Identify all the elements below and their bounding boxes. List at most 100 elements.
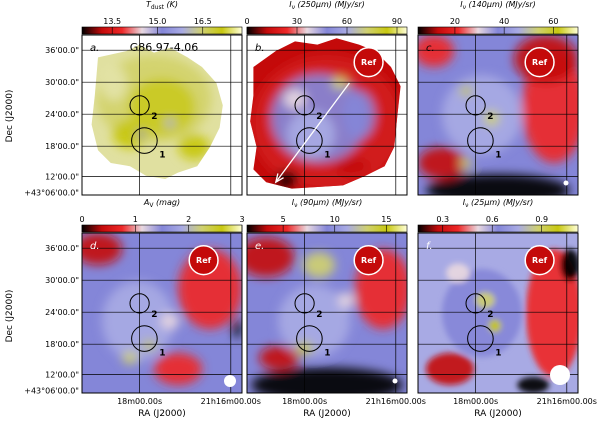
clump-circle (129, 95, 150, 116)
colorbar-tick-label: 3 (239, 215, 244, 224)
emission-structure (418, 35, 578, 195)
ra-tick-label: 21h16m00.00s (366, 397, 426, 406)
dec-tick-label: 18'00.0" (45, 142, 79, 151)
colorbar-title: Iν (25μm) (MJy/sr) (463, 198, 534, 209)
clump-circle (131, 325, 158, 352)
panel-2: b. 2 1 Ref 0 30 60 90 Iν (250μm) (MJy/sr) (244, 0, 408, 196)
beam-marker (224, 375, 236, 387)
emission-blob (426, 174, 570, 195)
colorbar-tick-label: 0.9 (535, 215, 548, 224)
map-image (82, 35, 242, 195)
colorbar-tick-label: 15 (381, 215, 391, 224)
emission-blob (142, 340, 156, 350)
colorbar-tick-label: 5 (281, 215, 286, 224)
emission-blob (278, 285, 351, 357)
colorbar-tick-label: 40 (499, 17, 509, 26)
emission-blob (560, 249, 578, 281)
clump-label: 2 (487, 310, 493, 320)
emission-blob (259, 345, 299, 370)
emission-blob (303, 252, 335, 278)
emission-blob (283, 89, 307, 109)
emission-blob (343, 91, 375, 139)
colorbar-tick-label: 20 (450, 17, 460, 26)
ra-tick-label: 21h16m00.00s (537, 397, 597, 406)
emission-structure (251, 55, 401, 189)
clump-circle (294, 293, 315, 314)
ref-label: Ref (361, 256, 377, 265)
ra-tick-label: 18m00.00s (453, 397, 498, 406)
clump-circle (294, 95, 315, 116)
clump-label: 2 (487, 112, 493, 122)
emission-blob (247, 237, 295, 277)
map-image (247, 233, 407, 393)
emission-blob (112, 119, 148, 149)
colorbar (81, 26, 243, 35)
dec-tick-label: 24'00.0" (45, 110, 79, 119)
ra-tick-label: 18m00.00s (282, 397, 327, 406)
colorbar-tick-label: 2 (186, 215, 191, 224)
colorbar-tick-label: 1 (133, 215, 138, 224)
map-coverage (250, 38, 401, 189)
dec-tick-label: 30'00.0" (45, 276, 79, 285)
emission-blob (233, 319, 242, 339)
emission-blob (442, 75, 522, 155)
emission-blob (154, 353, 202, 385)
colorbar-tick-label: 0 (79, 215, 84, 224)
panel-4: d. 2 1 Ref 0 1 2 3 AV (mag) 36'00.0" 30'00.0" 24'00… (24, 198, 261, 419)
emission-blob (160, 313, 180, 329)
colorbar-tick-label: 0.6 (486, 215, 499, 224)
panel-label: a. (90, 43, 99, 54)
panel-frame (417, 34, 579, 196)
colorbar (246, 224, 408, 233)
emission-blob (251, 367, 403, 393)
arrow-line (275, 82, 350, 183)
clump-label: 1 (324, 348, 330, 358)
clump-circle (296, 325, 323, 352)
y-axis-label-top: Dec (J2000) (5, 90, 15, 143)
emission-blob (102, 281, 174, 361)
colorbar-title: Tdust (K) (146, 0, 178, 11)
clump-label: 1 (495, 150, 501, 160)
panel-label: c. (426, 43, 435, 54)
ref-circle (353, 47, 384, 78)
colorbar-title: AV (mag) (143, 198, 180, 209)
emission-blob (459, 86, 473, 96)
emission-blob (101, 65, 127, 101)
emission-structure (426, 249, 578, 393)
clump-circle (467, 127, 494, 154)
colorbar-tick-label: 15.0 (149, 17, 167, 26)
colorbar-title: Iν (140μm) (MJy/sr) (460, 0, 536, 11)
dec-tick-label: 36'00.0" (45, 244, 79, 253)
colorbar-tick-label: 16.5 (194, 17, 212, 26)
beam-marker (392, 378, 398, 384)
dec-tick-label: +43°06'00.0" (24, 387, 79, 396)
ref-circle (524, 245, 555, 276)
emission-blob (128, 78, 196, 136)
ref-label: Ref (196, 256, 212, 265)
clump-label: 2 (151, 112, 157, 122)
clump-circle (131, 127, 158, 154)
colorbar-title: Iν (250μm) (MJy/sr) (289, 0, 365, 11)
emission-blob (442, 269, 522, 357)
dec-tick-label: 18'00.0" (45, 340, 79, 349)
source-name: G86.97-4.06 (130, 41, 198, 54)
colorbar (246, 26, 408, 35)
clump-label: 1 (159, 150, 165, 160)
clump-label: 1 (495, 348, 501, 358)
emission-blob (488, 319, 502, 333)
panel-label: f. (426, 241, 433, 252)
emission-blob (418, 147, 466, 179)
clump-circle (465, 95, 486, 116)
emission-structure (96, 55, 212, 160)
emission-blob (82, 233, 122, 265)
clump-circle (296, 127, 323, 154)
panel-frame (81, 232, 243, 394)
panel-3: c. 2 1 Ref 20 40 60 Iν (140μm) (MJy/sr) (417, 0, 579, 196)
dec-tick-label: 12'00.0" (45, 371, 79, 380)
emission-blob (475, 292, 495, 309)
clump-circle (467, 325, 494, 352)
clump-circle (465, 293, 486, 314)
colorbar-tick-label: 90 (392, 17, 402, 26)
